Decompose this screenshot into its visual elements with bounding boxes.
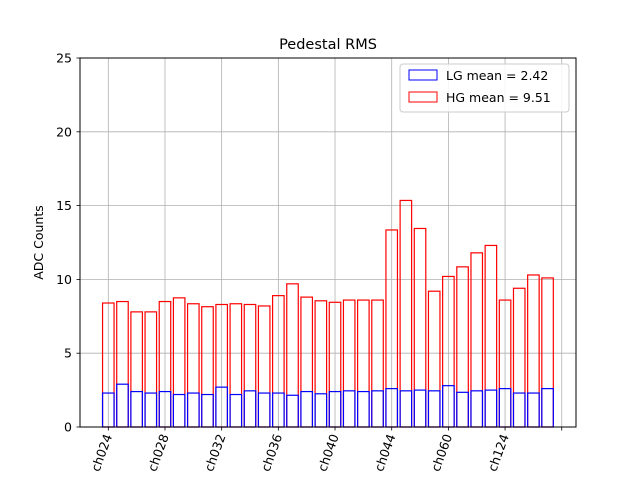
y-tick-label: 15 — [56, 198, 72, 213]
plot-frame — [79, 57, 577, 428]
legend-box — [399, 63, 570, 113]
legend-hg-label: HG mean = 9.51 — [446, 90, 551, 105]
legend: LG mean = 2.42 HG mean = 9.51 — [399, 63, 570, 113]
y-tick-label: 0 — [64, 420, 72, 435]
chart-title: Pedestal RMS — [279, 37, 377, 53]
y-axis: 0 5 10 15 20 25 — [56, 51, 80, 435]
y-tick-label: 25 — [56, 51, 72, 66]
y-tick-label: 10 — [56, 272, 72, 287]
y-tick-label: 5 — [64, 346, 72, 361]
legend-lg-swatch — [408, 69, 438, 81]
y-axis-label: ADC Counts — [31, 205, 46, 280]
legend-hg-swatch — [408, 91, 438, 103]
legend-lg-label: LG mean = 2.42 — [446, 68, 548, 83]
y-tick-label: 20 — [56, 124, 72, 139]
grid-lines — [80, 57, 576, 428]
